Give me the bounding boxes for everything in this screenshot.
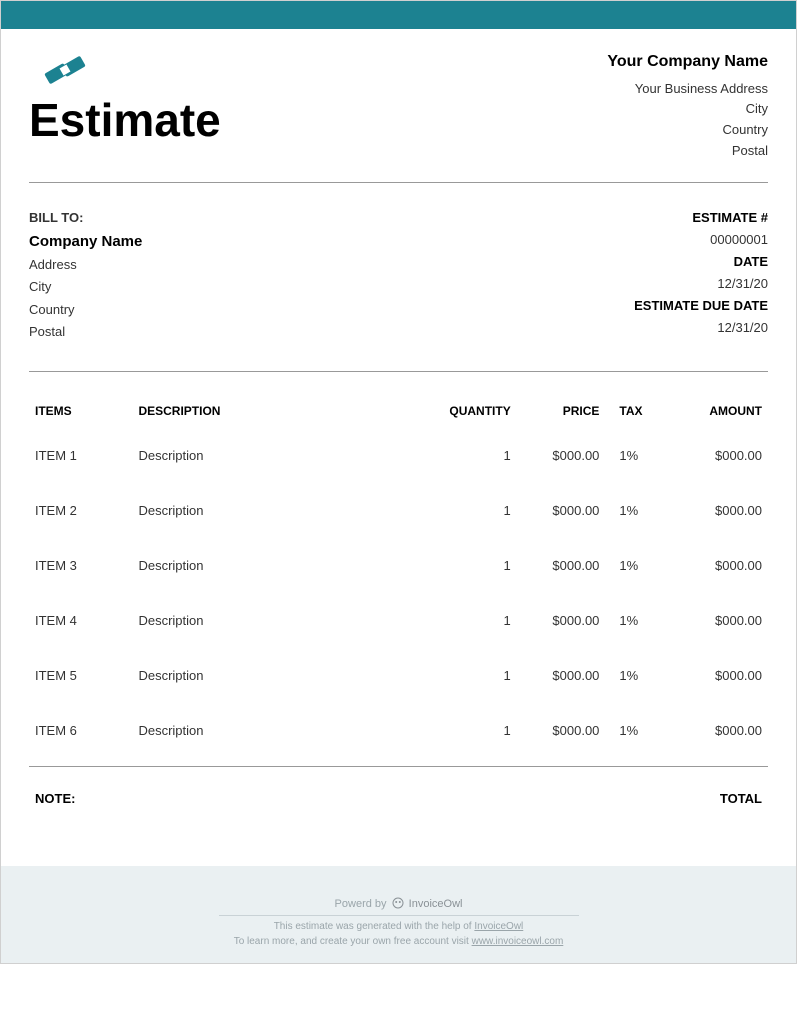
- cell-description: Description: [132, 491, 428, 546]
- cell-price: $000.00: [517, 546, 606, 601]
- cell-quantity: 1: [428, 546, 517, 601]
- brand-name: InvoiceOwl: [409, 898, 463, 910]
- sender-postal: Postal: [607, 141, 768, 162]
- footer-line2-text: To learn more, and create your own free …: [234, 936, 472, 947]
- cell-quantity: 1: [428, 711, 517, 766]
- estimate-number: 00000001: [634, 229, 768, 251]
- cell-description: Description: [132, 436, 428, 491]
- date-value: 12/31/20: [634, 273, 768, 295]
- table-header-row: ITEMS DESCRIPTION QUANTITY PRICE TAX AMO…: [29, 396, 768, 436]
- sender-country: Country: [607, 120, 768, 141]
- owl-icon: [392, 897, 404, 909]
- cell-amount: $000.00: [665, 711, 768, 766]
- cell-tax: 1%: [605, 546, 664, 601]
- header: Estimate Your Company Name Your Business…: [29, 49, 768, 182]
- meta-block: ESTIMATE # 00000001 DATE 12/31/20 ESTIMA…: [634, 207, 768, 343]
- footer: Powerd by InvoiceOwl This estimate was g…: [1, 866, 796, 964]
- cell-description: Description: [132, 601, 428, 656]
- cell-amount: $000.00: [665, 656, 768, 711]
- cell-amount: $000.00: [665, 436, 768, 491]
- cell-tax: 1%: [605, 491, 664, 546]
- note-label: NOTE:: [35, 791, 75, 806]
- cell-quantity: 1: [428, 601, 517, 656]
- cell-tax: 1%: [605, 656, 664, 711]
- cell-quantity: 1: [428, 656, 517, 711]
- cell-tax: 1%: [605, 601, 664, 656]
- cell-tax: 1%: [605, 711, 664, 766]
- due-date-value: 12/31/20: [634, 317, 768, 339]
- powered-by-text: Powerd by: [335, 898, 387, 910]
- cell-price: $000.00: [517, 656, 606, 711]
- cell-item: ITEM 6: [29, 711, 132, 766]
- footer-brand-link[interactable]: InvoiceOwl: [474, 921, 523, 932]
- cell-item: ITEM 2: [29, 491, 132, 546]
- cell-quantity: 1: [428, 491, 517, 546]
- col-description: DESCRIPTION: [132, 396, 428, 436]
- cell-description: Description: [132, 656, 428, 711]
- document-title: Estimate: [29, 93, 221, 147]
- col-quantity: QUANTITY: [428, 396, 517, 436]
- footer-line1-text: This estimate was generated with the hel…: [274, 921, 475, 932]
- cell-amount: $000.00: [665, 601, 768, 656]
- items-table: ITEMS DESCRIPTION QUANTITY PRICE TAX AMO…: [29, 396, 768, 766]
- col-amount: AMOUNT: [665, 396, 768, 436]
- date-label: DATE: [634, 251, 768, 273]
- table-row: ITEM 3Description1$000.001%$000.00: [29, 546, 768, 601]
- cell-price: $000.00: [517, 491, 606, 546]
- col-price: PRICE: [517, 396, 606, 436]
- accent-bar: [1, 1, 796, 29]
- bill-to-country: Country: [29, 299, 142, 321]
- bill-to-block: BILL TO: Company Name Address City Count…: [29, 207, 142, 343]
- bill-to-label: BILL TO:: [29, 207, 142, 229]
- cell-tax: 1%: [605, 436, 664, 491]
- cell-quantity: 1: [428, 436, 517, 491]
- bill-to-company: Company Name: [29, 229, 142, 255]
- cell-description: Description: [132, 546, 428, 601]
- cell-price: $000.00: [517, 601, 606, 656]
- table-row: ITEM 5Description1$000.001%$000.00: [29, 656, 768, 711]
- logo-icon: [37, 49, 93, 91]
- cell-amount: $000.00: [665, 546, 768, 601]
- table-row: ITEM 6Description1$000.001%$000.00: [29, 711, 768, 766]
- table-row: ITEM 1Description1$000.001%$000.00: [29, 436, 768, 491]
- table-row: ITEM 2Description1$000.001%$000.00: [29, 491, 768, 546]
- sender-city: City: [607, 99, 768, 120]
- cell-description: Description: [132, 711, 428, 766]
- table-row: ITEM 4Description1$000.001%$000.00: [29, 601, 768, 656]
- divider: [29, 371, 768, 372]
- col-tax: TAX: [605, 396, 664, 436]
- cell-item: ITEM 3: [29, 546, 132, 601]
- col-items: ITEMS: [29, 396, 132, 436]
- cell-item: ITEM 1: [29, 436, 132, 491]
- cell-price: $000.00: [517, 711, 606, 766]
- footer-site-link[interactable]: www.invoiceowl.com: [472, 936, 564, 947]
- estimate-number-label: ESTIMATE #: [634, 207, 768, 229]
- cell-price: $000.00: [517, 436, 606, 491]
- cell-item: ITEM 5: [29, 656, 132, 711]
- sender-address: Your Business Address: [607, 79, 768, 100]
- cell-item: ITEM 4: [29, 601, 132, 656]
- total-label: TOTAL: [720, 791, 762, 806]
- bill-to-city: City: [29, 276, 142, 298]
- sender-company-name: Your Company Name: [607, 49, 768, 75]
- bill-to-postal: Postal: [29, 321, 142, 343]
- sender-block: Your Company Name Your Business Address …: [607, 49, 768, 162]
- due-date-label: ESTIMATE DUE DATE: [634, 295, 768, 317]
- cell-amount: $000.00: [665, 491, 768, 546]
- bill-to-address: Address: [29, 254, 142, 276]
